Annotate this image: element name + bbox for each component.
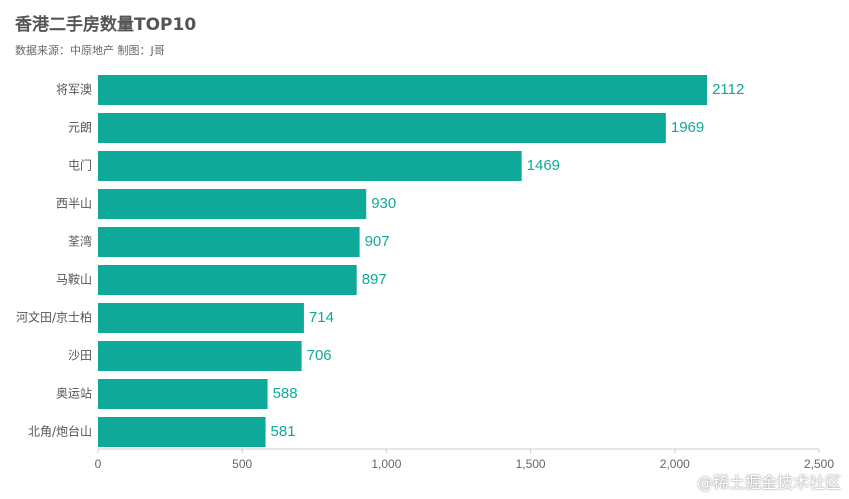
x-tick-label: 2,500	[804, 457, 834, 471]
value-label: 907	[365, 233, 390, 250]
bar	[98, 303, 304, 333]
category-label: 西半山	[56, 197, 92, 211]
value-label: 581	[271, 423, 296, 440]
category-label: 北角/炮台山	[28, 424, 92, 439]
x-tick-label: 2,000	[660, 457, 690, 471]
bar	[98, 151, 522, 181]
x-axis-ticks: 0 500 1,000 1,500 2,000 2,500	[95, 449, 834, 471]
x-tick-label: 1,000	[371, 457, 401, 471]
category-label: 将军澳	[56, 83, 92, 97]
bar	[98, 227, 360, 257]
bar	[98, 189, 367, 219]
watermark: @稀土掘金技术社区	[696, 473, 841, 492]
category-label: 元朗	[68, 121, 92, 135]
chart-title: 香港二手房数量TOP10	[15, 15, 197, 35]
bar	[98, 341, 302, 371]
value-label: 1969	[671, 119, 704, 136]
value-label: 714	[309, 309, 334, 326]
bar	[98, 113, 666, 143]
value-label: 706	[307, 347, 332, 364]
bar	[98, 75, 708, 105]
category-label: 荃湾	[68, 234, 92, 249]
category-label: 奥运站	[56, 387, 92, 401]
bar	[98, 417, 266, 447]
value-label: 897	[362, 271, 387, 288]
category-label: 马鞍山	[56, 272, 92, 287]
value-label: 930	[371, 195, 396, 212]
bar	[98, 265, 357, 295]
category-label: 屯门	[68, 158, 92, 173]
bar	[98, 379, 268, 409]
x-tick-label: 500	[232, 457, 252, 471]
chart-subtitle: 数据来源：中原地产 制图：J哥	[15, 44, 165, 57]
value-label: 1469	[527, 157, 560, 174]
bars-layer	[98, 75, 708, 447]
x-tick-label: 1,500	[516, 457, 546, 471]
x-tick-label: 0	[95, 457, 102, 471]
category-label: 河文田/京士柏	[16, 310, 92, 325]
value-label: 2112	[712, 81, 744, 98]
category-label: 沙田	[68, 349, 92, 363]
value-label: 588	[273, 385, 298, 402]
value-labels: 2112 1969 1469 930 907 897 714 706 588 581	[271, 81, 745, 440]
